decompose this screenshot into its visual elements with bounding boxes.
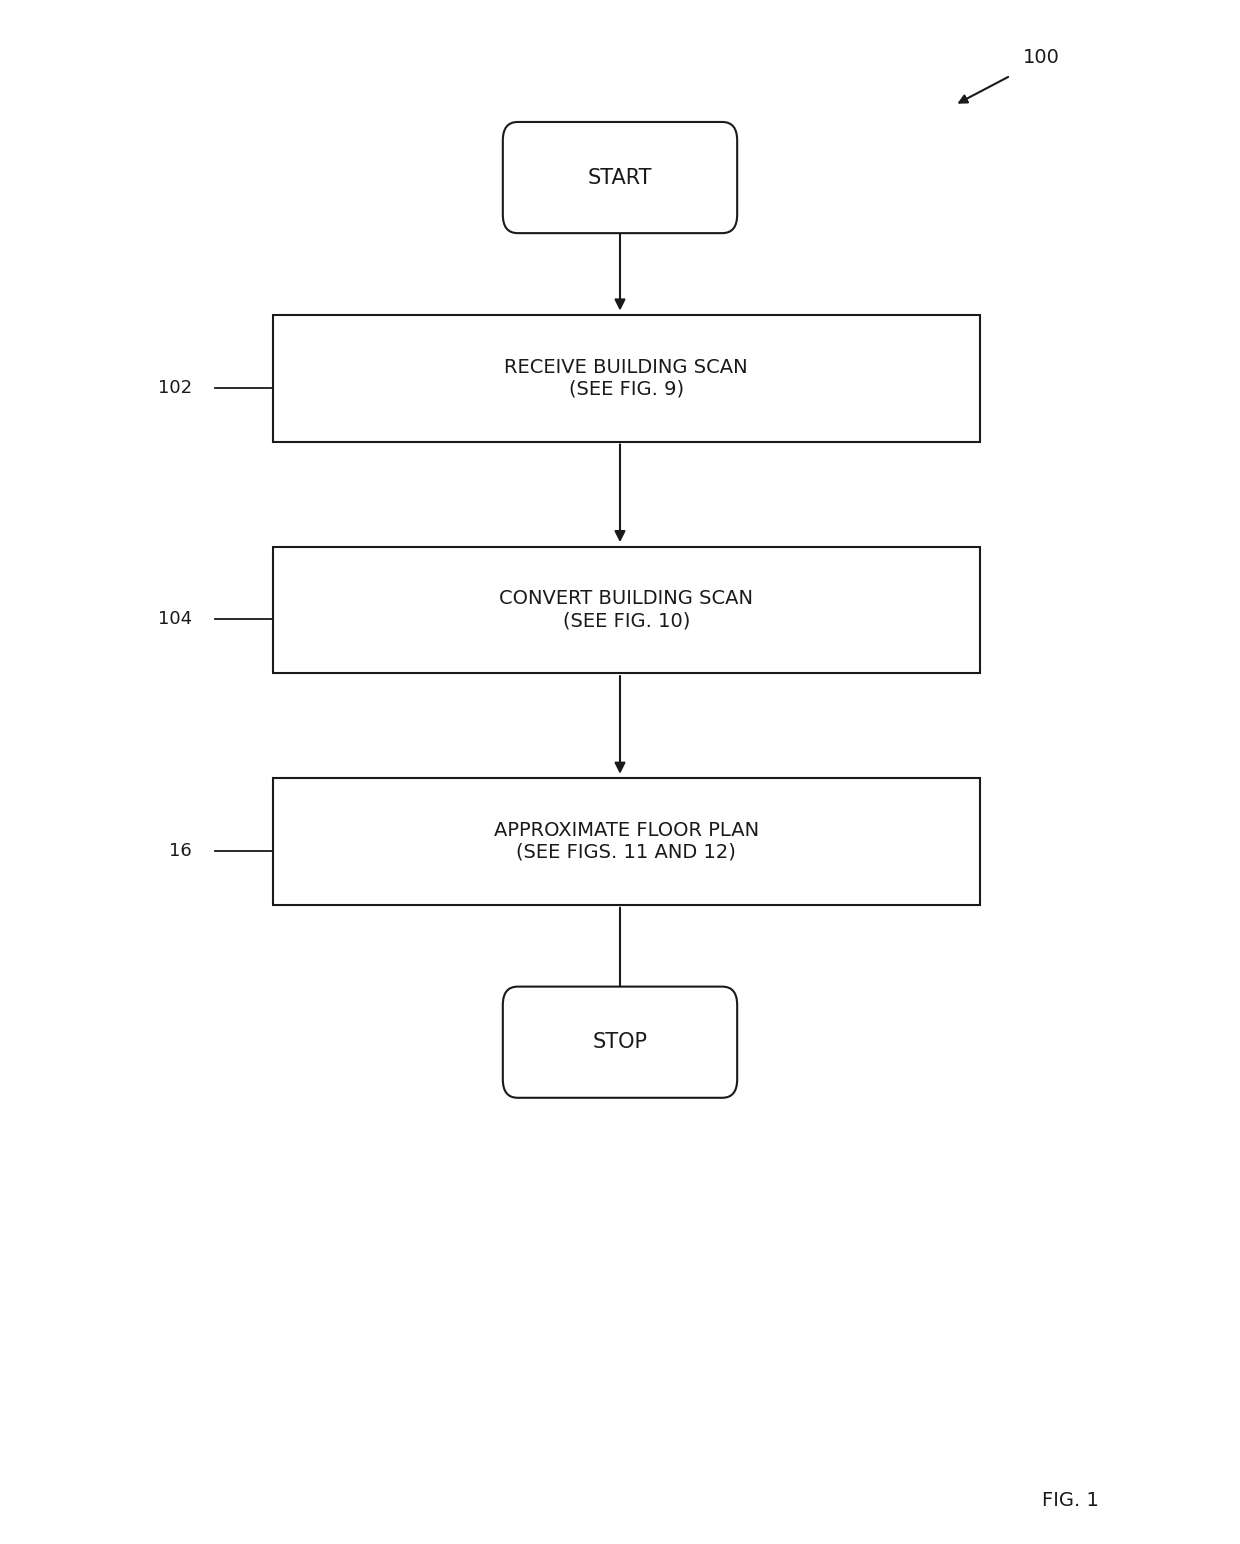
Text: START: START [588, 168, 652, 187]
Text: 102: 102 [157, 378, 192, 397]
Text: RECEIVE BUILDING SCAN
(SEE FIG. 9): RECEIVE BUILDING SCAN (SEE FIG. 9) [505, 358, 748, 398]
Text: STOP: STOP [593, 1033, 647, 1051]
Text: 16: 16 [170, 841, 192, 860]
Text: FIG. 1: FIG. 1 [1042, 1492, 1099, 1510]
FancyBboxPatch shape [273, 315, 980, 442]
FancyBboxPatch shape [273, 547, 980, 673]
Text: APPROXIMATE FLOOR PLAN
(SEE FIGS. 11 AND 12): APPROXIMATE FLOOR PLAN (SEE FIGS. 11 AND… [494, 821, 759, 862]
FancyBboxPatch shape [503, 987, 737, 1098]
Text: 100: 100 [1023, 48, 1060, 66]
Text: 104: 104 [157, 610, 192, 628]
FancyBboxPatch shape [273, 778, 980, 905]
Text: CONVERT BUILDING SCAN
(SEE FIG. 10): CONVERT BUILDING SCAN (SEE FIG. 10) [500, 590, 753, 630]
FancyBboxPatch shape [503, 122, 737, 233]
